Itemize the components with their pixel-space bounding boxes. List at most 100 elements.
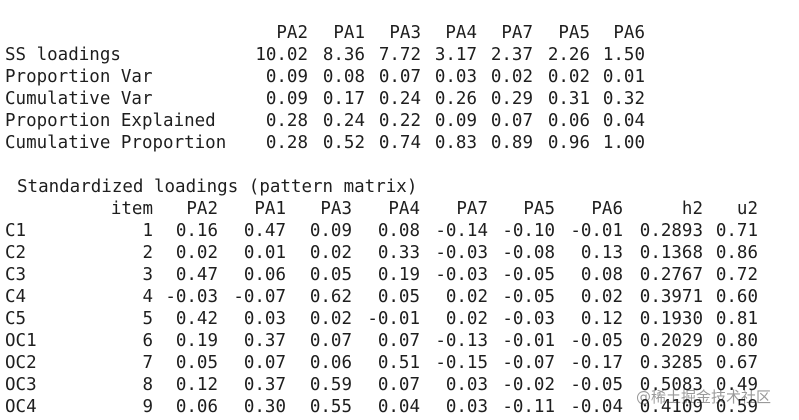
value-cell: 0.07 <box>309 331 352 351</box>
value-cell: 7 <box>142 353 153 373</box>
row-label: Cumulative Proportion <box>5 133 227 153</box>
value-cell: 0.62 <box>309 287 352 307</box>
value-cell: 0.51 <box>377 353 420 373</box>
value-cell: 0.32 <box>602 89 645 109</box>
value-cell: 0.06 <box>547 111 590 131</box>
column-header: PA4 <box>388 199 420 219</box>
row-label: C3 <box>5 265 27 285</box>
value-cell: 0.74 <box>378 133 421 153</box>
value-cell: -0.13 <box>435 331 488 351</box>
column-header: PA2 <box>276 23 308 43</box>
value-cell: 2.26 <box>547 45 590 65</box>
column-header: PA1 <box>333 23 365 43</box>
column-header: item <box>110 199 153 219</box>
value-cell: 0.04 <box>377 397 420 417</box>
value-cell: 0.06 <box>175 397 218 417</box>
column-header: PA5 <box>523 199 555 219</box>
value-cell: 0.09 <box>309 221 352 241</box>
value-cell: -0.03 <box>435 243 488 263</box>
value-cell: 2.37 <box>490 45 533 65</box>
column-header: PA7 <box>501 23 533 43</box>
value-cell: 0.05 <box>377 287 420 307</box>
value-cell: 0.4109 <box>639 397 703 417</box>
column-header: PA6 <box>613 23 645 43</box>
value-cell: 0.03 <box>445 375 488 395</box>
value-cell: 8.36 <box>322 45 365 65</box>
row-label: Cumulative Var <box>5 89 153 109</box>
value-cell: 0.26 <box>434 89 477 109</box>
value-cell: 0.09 <box>434 111 477 131</box>
value-cell: 3 <box>142 265 153 285</box>
value-cell: 0.83 <box>434 133 477 153</box>
value-cell: 0.24 <box>322 111 365 131</box>
value-cell: 9 <box>142 397 153 417</box>
value-cell: 0.07 <box>377 375 420 395</box>
value-cell: -0.11 <box>502 397 555 417</box>
value-cell: 0.2029 <box>639 331 703 351</box>
value-cell: 0.2893 <box>639 221 703 241</box>
row-label: C4 <box>5 287 27 307</box>
value-cell: 0.03 <box>434 67 477 87</box>
value-cell: 0.59 <box>715 397 758 417</box>
value-cell: 0.19 <box>377 265 420 285</box>
value-cell: 0.37 <box>243 375 286 395</box>
value-cell: 0.96 <box>547 133 590 153</box>
value-cell: 3.17 <box>434 45 477 65</box>
value-cell: 0.01 <box>243 243 286 263</box>
value-cell: 0.03 <box>243 309 286 329</box>
value-cell: 6 <box>142 331 153 351</box>
value-cell: 0.06 <box>309 353 352 373</box>
column-header: PA2 <box>186 199 218 219</box>
value-cell: -0.04 <box>570 397 623 417</box>
value-cell: 8 <box>142 375 153 395</box>
value-cell: 0.30 <box>243 397 286 417</box>
value-cell: 0.13 <box>580 243 623 263</box>
value-cell: 2 <box>142 243 153 263</box>
value-cell: 0.47 <box>175 265 218 285</box>
value-cell: 0.28 <box>265 111 308 131</box>
row-label: Proportion Var <box>5 67 153 87</box>
value-cell: 0.02 <box>309 309 352 329</box>
value-cell: 0.86 <box>715 243 758 263</box>
column-header: PA7 <box>456 199 488 219</box>
row-label: C5 <box>5 309 27 329</box>
value-cell: 0.12 <box>580 309 623 329</box>
value-cell: -0.01 <box>570 221 623 241</box>
value-cell: 0.55 <box>309 397 352 417</box>
row-label: C1 <box>5 221 27 241</box>
value-cell: -0.14 <box>435 221 488 241</box>
value-cell: 0.09 <box>265 89 308 109</box>
value-cell: 0.1368 <box>639 243 703 263</box>
value-cell: 0.02 <box>490 67 533 87</box>
value-cell: 4 <box>142 287 153 307</box>
value-cell: 1.00 <box>602 133 645 153</box>
row-label: OC1 <box>5 331 37 351</box>
value-cell: -0.05 <box>502 265 555 285</box>
value-cell: 0.31 <box>547 89 590 109</box>
value-cell: 0.05 <box>175 353 218 373</box>
value-cell: 0.47 <box>243 221 286 241</box>
value-cell: 0.3285 <box>639 353 703 373</box>
value-cell: 0.49 <box>715 375 758 395</box>
value-cell: 0.37 <box>243 331 286 351</box>
column-header: PA1 <box>254 199 286 219</box>
column-header: PA6 <box>591 199 623 219</box>
value-cell: -0.03 <box>502 309 555 329</box>
value-cell: -0.05 <box>502 287 555 307</box>
value-cell: 0.1930 <box>639 309 703 329</box>
table-title: Standardized loadings (pattern matrix) <box>17 177 418 197</box>
value-cell: 0.02 <box>445 287 488 307</box>
value-cell: 0.08 <box>377 221 420 241</box>
value-cell: 0.80 <box>715 331 758 351</box>
value-cell: 0.06 <box>243 265 286 285</box>
value-cell: 0.07 <box>378 67 421 87</box>
value-cell: 0.17 <box>322 89 365 109</box>
value-cell: 0.04 <box>602 111 645 131</box>
value-cell: -0.10 <box>502 221 555 241</box>
value-cell: -0.08 <box>502 243 555 263</box>
value-cell: 0.07 <box>243 353 286 373</box>
value-cell: -0.15 <box>435 353 488 373</box>
row-label: Proportion Explained <box>5 111 216 131</box>
row-label: OC3 <box>5 375 37 395</box>
